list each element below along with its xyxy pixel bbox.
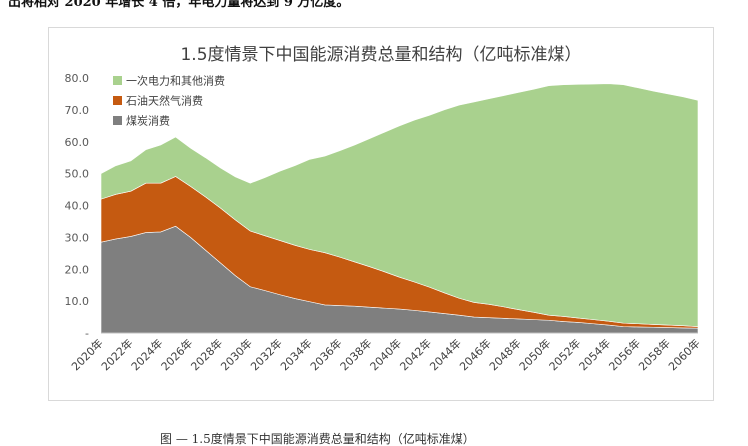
y-tick-label: 30.0 [65, 231, 90, 244]
document-bottom-caption: 图 — 1.5度情景下中国能源消费总量和结构（亿吨标准煤） [160, 432, 475, 446]
y-tick-label: 20.0 [65, 263, 90, 276]
y-tick-label: 40.0 [65, 200, 90, 213]
x-tick-label: 2042年 [397, 336, 434, 373]
y-tick-label: 80.0 [65, 72, 90, 85]
x-tick-label: 2030年 [218, 336, 255, 373]
x-tick-label: 2054年 [576, 336, 613, 373]
x-tick-label: 2028年 [188, 336, 225, 373]
legend-label: 石油天然气消费 [126, 94, 203, 108]
x-tick-label: 2058年 [636, 336, 673, 373]
chart-frame: 1.5度情景下中国能源消费总量和结构（亿吨标准煤） - 10.0 20.0 30.0 4… [48, 27, 714, 401]
x-tick-label: 2040年 [367, 336, 404, 373]
area-series-2 [100, 83, 699, 327]
x-tick-label: 2020年 [68, 336, 105, 373]
y-tick-label: 60.0 [65, 136, 90, 149]
y-tick-label: - [85, 327, 89, 340]
x-tick-label: 2026年 [158, 336, 195, 373]
y-tick-label: 50.0 [65, 168, 90, 181]
x-tick-label: 2060年 [665, 336, 702, 373]
x-tick-label: 2050年 [516, 336, 553, 373]
x-tick-label: 2036年 [307, 336, 344, 373]
legend-label: 一次电力和其他消费 [126, 74, 225, 88]
x-tick-label: 2044年 [427, 336, 464, 373]
chart-title: 1.5度情景下中国能源消费总量和结构（亿吨标准煤） [180, 45, 582, 65]
legend-swatch [113, 76, 122, 85]
y-tick-label: 10.0 [65, 295, 90, 308]
y-tick-label: 70.0 [65, 104, 90, 117]
x-tick-label: 2048年 [486, 336, 523, 373]
legend-label: 煤炭消费 [126, 114, 170, 128]
x-tick-label: 2038年 [337, 336, 374, 373]
legend-swatch [113, 96, 122, 105]
x-tick-label: 2032年 [247, 336, 284, 373]
x-tick-label: 2024年 [128, 336, 165, 373]
x-tick-label: 2056年 [606, 336, 643, 373]
document-top-text: 出将相对 2020 年增长 4 倍，年电力量将达到 9 万亿度。 [8, 0, 350, 9]
x-tick-label: 2022年 [98, 336, 135, 373]
legend-swatch [113, 116, 122, 125]
chart-svg: -10.020.030.040.050.060.070.080.02020年20… [65, 72, 703, 373]
x-tick-label: 2046年 [456, 336, 493, 373]
x-tick-label: 2034年 [277, 336, 314, 373]
x-tick-label: 2052年 [546, 336, 583, 373]
